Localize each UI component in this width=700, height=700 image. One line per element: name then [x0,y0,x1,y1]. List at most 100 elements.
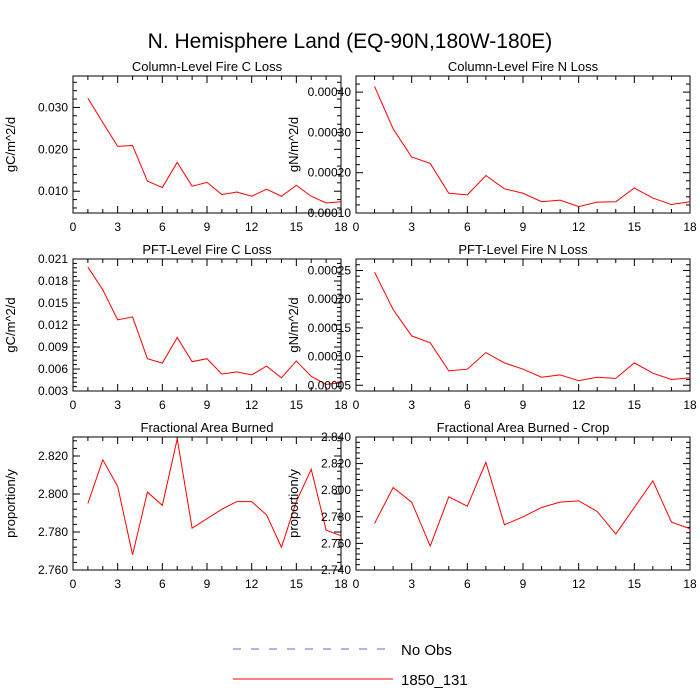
y-tick-label: 0.00025 [308,263,352,277]
panel-title: Fractional Area Burned - Crop [437,420,610,435]
y-tick-label: 0.018 [38,274,68,288]
y-tick-label: 2.840 [321,430,351,444]
series-line-1850_131 [374,86,691,208]
series-line-1850_131 [374,271,691,382]
x-tick-label: 9 [204,398,211,412]
y-tick-label: 0.00010 [308,350,352,364]
x-tick-label: 18 [334,577,348,591]
y-tick-label: 0.030 [38,100,68,114]
y-tick-label: 0.00010 [308,206,352,220]
x-tick-label: 3 [408,577,415,591]
y-tick-label: 0.020 [38,142,68,156]
y-tick-label: 0.003 [38,384,68,398]
x-tick-label: 6 [464,577,471,591]
x-tick-label: 18 [334,220,348,234]
x-tick-label: 3 [114,398,121,412]
legend-no-obs-label: No Obs [401,642,452,659]
chart-panel-2: Column-Level Fire N Loss gN/m^2/d 0 3 6 9 12 15… [286,59,697,234]
y-axis-label: proportion/y [286,469,301,538]
x-tick-label: 12 [572,398,586,412]
x-tick-label: 0 [353,220,360,234]
y-tick-label: 2.820 [321,457,351,471]
y-axis-label: gN/m^2/d [286,297,301,352]
x-tick-label: 15 [628,398,642,412]
x-tick-label: 6 [159,220,166,234]
y-tick-label: 0.012 [38,318,68,332]
y-tick-label: 0.00030 [308,125,352,139]
chart-panel-1: Column-Level Fire C Loss gC/m^2/d 0 3 6 9 12 15… [3,59,348,234]
x-tick-label: 18 [334,398,348,412]
panel-title: Column-Level Fire N Loss [448,59,599,74]
x-tick-label: 12 [572,577,586,591]
x-tick-label: 12 [245,577,259,591]
y-tick-label: 0.00020 [308,292,352,306]
chart-panel-6: Fractional Area Burned - Crop proportion/… [286,420,697,591]
y-tick-label: 2.760 [38,563,68,577]
y-tick-label: 2.780 [38,525,68,539]
y-tick-label: 0.00020 [308,166,352,180]
x-tick-label: 18 [683,577,697,591]
x-tick-label: 0 [70,220,77,234]
figure-title: N. Hemisphere Land (EQ-90N,180W-180E) [148,30,553,53]
series-line-1850_131 [374,460,691,548]
x-tick-label: 12 [245,220,259,234]
y-tick-label: 0.00005 [308,378,352,392]
x-tick-label: 6 [464,398,471,412]
chart-panel-5: Fractional Area Burned proportion/y 0 3 6 9 12… [3,420,348,591]
legend: No Obs 1850_131 [233,642,468,689]
legend-series-label: 1850_131 [401,672,468,689]
y-axis-label: gC/m^2/d [3,297,18,352]
y-tick-label: 2.780 [321,510,351,524]
y-tick-label: 2.740 [321,563,351,577]
x-tick-label: 3 [408,398,415,412]
x-tick-label: 12 [572,220,586,234]
x-tick-label: 12 [245,398,259,412]
panel-title: Fractional Area Burned [141,420,274,435]
x-tick-label: 9 [204,220,211,234]
y-tick-label: 0.006 [38,362,68,376]
chart-panels: Column-Level Fire C Loss gC/m^2/d 0 3 6 9 12 15… [3,59,697,591]
y-tick-label: 2.820 [38,449,68,463]
series-line-1850_131 [87,438,342,555]
y-tick-label: 2.800 [38,487,68,501]
x-tick-label: 3 [408,220,415,234]
y-axis-label: gN/m^2/d [286,117,301,172]
x-tick-label: 18 [683,220,697,234]
x-tick-label: 9 [520,398,527,412]
x-tick-label: 0 [70,398,77,412]
x-tick-label: 15 [290,577,304,591]
chart-panel-4: PFT-Level Fire N Loss gN/m^2/d 0 3 6 9 12 15 18 0… [286,242,697,412]
y-axis-label: gC/m^2/d [3,117,18,172]
x-tick-label: 0 [353,577,360,591]
x-tick-label: 9 [204,577,211,591]
x-tick-label: 0 [353,398,360,412]
y-tick-label: 2.760 [321,536,351,550]
x-tick-label: 15 [628,220,642,234]
x-tick-label: 3 [114,577,121,591]
x-tick-label: 15 [290,398,304,412]
panel-title: PFT-Level Fire N Loss [458,242,588,257]
y-tick-label: 0.009 [38,340,68,354]
y-tick-label: 0.010 [38,184,68,198]
x-tick-label: 9 [520,220,527,234]
y-tick-label: 0.00040 [308,85,352,99]
x-tick-label: 6 [159,398,166,412]
panel-title: PFT-Level Fire C Loss [142,242,272,257]
series-line-1850_131 [87,266,342,385]
x-tick-label: 9 [520,577,527,591]
chart-panel-3: PFT-Level Fire C Loss gC/m^2/d 0 3 6 9 12 15 18 0… [3,242,348,412]
y-tick-label: 2.800 [321,483,351,497]
y-tick-label: 0.015 [38,296,68,310]
x-tick-label: 0 [70,577,77,591]
y-axis-label: proportion/y [3,469,18,538]
y-tick-label: 0.021 [38,252,68,266]
series-line-1850_131 [87,97,342,204]
x-tick-label: 15 [290,220,304,234]
x-tick-label: 15 [628,577,642,591]
x-tick-label: 3 [114,220,121,234]
panel-title: Column-Level Fire C Loss [132,59,283,74]
y-tick-label: 0.00015 [308,321,352,335]
x-tick-label: 6 [159,577,166,591]
x-tick-label: 6 [464,220,471,234]
